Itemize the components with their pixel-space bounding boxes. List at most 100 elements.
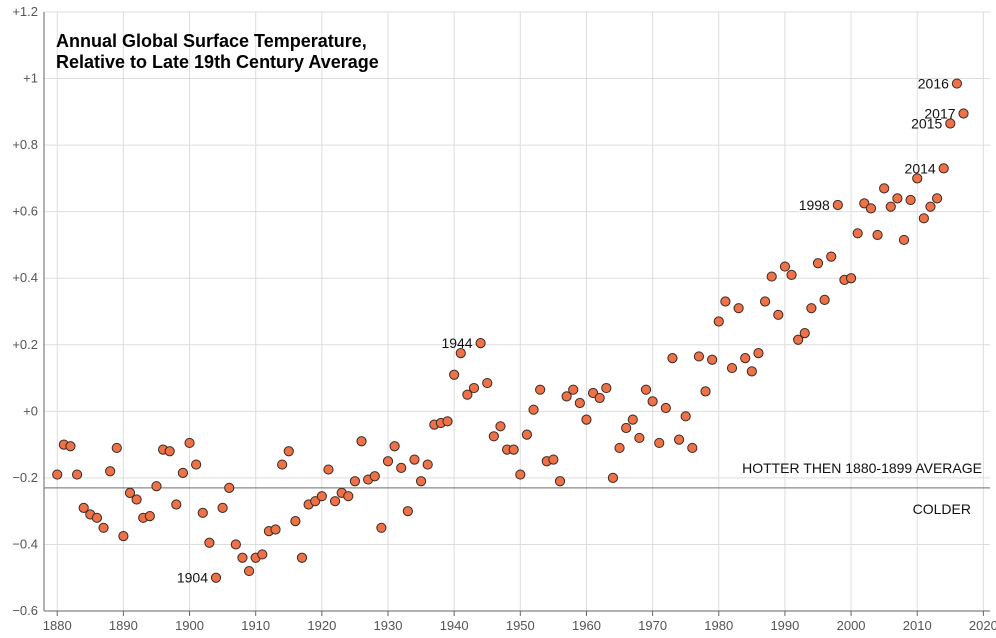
point-label: 1944 — [441, 335, 472, 351]
y-tick-label: +0 — [23, 403, 38, 418]
data-point — [296, 552, 308, 563]
data-point — [912, 173, 923, 184]
chart-title-line-1: Annual Global Surface Temperature, — [56, 31, 367, 51]
data-point — [475, 338, 486, 349]
data-point — [660, 402, 671, 414]
data-point — [521, 429, 533, 440]
data-point — [640, 384, 652, 395]
data-point — [204, 537, 215, 548]
data-point — [65, 441, 76, 452]
x-tick-label: 2020 — [969, 618, 996, 633]
point-labels: 1904 1944 1998 2014 2015 2016 2017 — [177, 76, 956, 586]
data-point — [687, 442, 698, 454]
y-tick-label: +0.8 — [12, 137, 38, 152]
data-point — [832, 199, 843, 211]
data-point — [700, 386, 711, 397]
data-point — [237, 552, 248, 563]
data-point — [647, 396, 658, 407]
data-point — [793, 334, 804, 345]
x-tick-label: 1930 — [374, 618, 403, 633]
point-label: 1998 — [799, 197, 830, 213]
data-point — [91, 512, 103, 523]
data-point — [52, 469, 63, 480]
data-point — [535, 384, 546, 395]
data-point — [369, 471, 380, 482]
y-tick-label: −0.4 — [12, 536, 38, 551]
x-tick-label: 1900 — [175, 618, 204, 633]
axes: −0.6 −0.4 −0.2 +0 +0.2 +0.4 +0.6 +0.8 +1 +1.2 1880… — [12, 4, 996, 633]
grid — [44, 11, 990, 612]
data-point — [892, 193, 903, 204]
data-point — [938, 163, 949, 174]
data-point — [865, 203, 877, 214]
data-point — [71, 469, 83, 480]
x-tick-label: 2000 — [837, 618, 866, 633]
data-point — [462, 389, 473, 400]
point-label: 2015 — [911, 115, 942, 131]
data-point — [574, 397, 585, 409]
y-tick-label: −0.6 — [12, 603, 38, 618]
data-point — [468, 382, 480, 394]
data-point — [316, 491, 327, 502]
y-tick-label: +0.6 — [12, 204, 38, 219]
data-point — [171, 499, 182, 510]
data-point — [693, 351, 705, 362]
data-point — [654, 437, 665, 449]
data-point — [680, 411, 691, 422]
data-point — [931, 193, 943, 204]
data-point — [184, 437, 195, 449]
point-label: 2016 — [918, 76, 949, 92]
data-point — [455, 347, 466, 359]
data-point — [548, 454, 559, 465]
data-point — [561, 391, 572, 402]
data-point — [746, 366, 757, 377]
data-point — [449, 369, 460, 380]
data-point — [601, 382, 612, 394]
data-point — [879, 183, 890, 194]
data-point — [144, 511, 155, 522]
data-point — [759, 296, 771, 307]
data-point — [786, 269, 797, 280]
data-point — [409, 454, 420, 465]
data-point — [951, 78, 963, 89]
data-point — [667, 352, 678, 364]
data-point — [508, 444, 519, 455]
x-tick-label: 1910 — [241, 618, 270, 633]
chart-title-line-2: Relative to Late 19th Century Average — [56, 52, 379, 72]
data-point — [594, 392, 605, 404]
x-tick-label: 1880 — [43, 618, 72, 633]
data-point — [131, 494, 142, 505]
data-point — [766, 271, 777, 282]
data-point — [197, 507, 208, 518]
data-point — [733, 303, 744, 314]
reference-label-colder: COLDER — [913, 501, 971, 517]
x-tick-label: 1990 — [770, 618, 799, 633]
data-point — [98, 522, 109, 533]
data-point — [323, 464, 334, 475]
data-point — [720, 296, 731, 307]
data-point — [713, 316, 724, 327]
data-point — [614, 442, 625, 454]
data-point — [290, 516, 301, 527]
data-point — [812, 258, 824, 269]
data-point — [257, 549, 268, 560]
data-point — [885, 201, 896, 212]
x-tick-label: 1950 — [506, 618, 535, 633]
data-point — [958, 108, 969, 119]
data-point — [343, 491, 354, 502]
data-point — [945, 118, 956, 129]
data-point — [627, 414, 638, 425]
data-point — [243, 565, 255, 577]
data-point — [799, 328, 810, 339]
data-point — [164, 446, 175, 457]
data-point — [442, 416, 453, 427]
data-point — [230, 539, 241, 550]
x-tick-label: 1940 — [440, 618, 469, 633]
y-tick-label: +0.4 — [12, 270, 38, 285]
data-point — [118, 531, 129, 542]
point-label: 2014 — [905, 160, 936, 176]
data-point — [872, 229, 883, 241]
data-point — [376, 522, 387, 533]
data-point — [389, 441, 400, 452]
